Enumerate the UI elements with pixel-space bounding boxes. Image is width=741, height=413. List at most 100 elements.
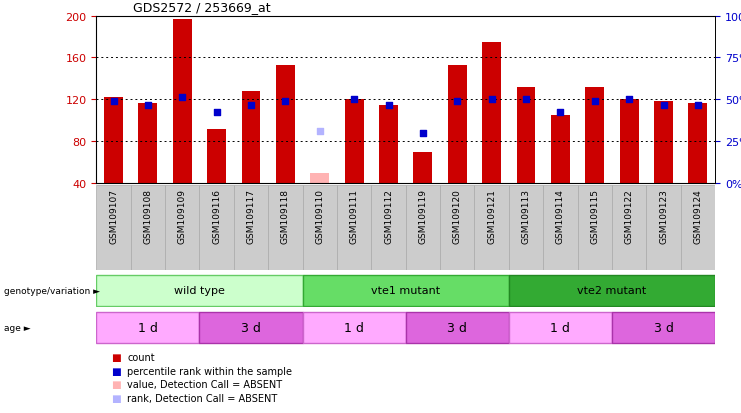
- Bar: [654, 102, 673, 184]
- Text: GSM109114: GSM109114: [556, 188, 565, 243]
- Text: GSM109108: GSM109108: [144, 188, 153, 243]
- Point: [520, 97, 532, 104]
- Text: value, Detection Call = ABSENT: value, Detection Call = ABSENT: [127, 380, 282, 389]
- Bar: [302, 312, 406, 344]
- Bar: [345, 100, 364, 184]
- Bar: [509, 275, 715, 306]
- Point: [314, 128, 326, 135]
- Text: 3 d: 3 d: [241, 321, 261, 335]
- Text: percentile rank within the sample: percentile rank within the sample: [127, 366, 293, 376]
- Point: [245, 102, 257, 109]
- Point: [657, 102, 669, 109]
- Bar: [482, 43, 501, 184]
- Text: age ►: age ►: [4, 323, 30, 332]
- Text: genotype/variation ►: genotype/variation ►: [4, 286, 100, 295]
- Text: ■: ■: [111, 352, 121, 362]
- Text: GSM109109: GSM109109: [178, 188, 187, 243]
- Point: [279, 99, 291, 106]
- Point: [176, 95, 188, 101]
- Bar: [612, 312, 715, 344]
- Point: [485, 97, 497, 104]
- Bar: [516, 88, 536, 184]
- Bar: [199, 186, 234, 271]
- Text: GSM109124: GSM109124: [694, 188, 702, 243]
- Text: GSM109115: GSM109115: [591, 188, 599, 243]
- Text: vte1 mutant: vte1 mutant: [371, 286, 440, 296]
- Text: rank, Detection Call = ABSENT: rank, Detection Call = ABSENT: [127, 393, 278, 403]
- Bar: [379, 105, 398, 184]
- Bar: [276, 66, 295, 184]
- Bar: [302, 275, 509, 306]
- Text: 1 d: 1 d: [138, 321, 158, 335]
- Point: [692, 102, 704, 109]
- Text: GSM109111: GSM109111: [350, 188, 359, 243]
- Text: GSM109107: GSM109107: [109, 188, 118, 243]
- Bar: [139, 103, 157, 184]
- Bar: [551, 116, 570, 184]
- Text: count: count: [127, 352, 155, 362]
- Bar: [612, 186, 646, 271]
- Point: [554, 109, 566, 116]
- Text: GSM109123: GSM109123: [659, 188, 668, 243]
- Text: wild type: wild type: [174, 286, 225, 296]
- Text: GSM109122: GSM109122: [625, 188, 634, 243]
- Bar: [646, 186, 681, 271]
- Bar: [96, 275, 302, 306]
- Bar: [302, 186, 337, 271]
- Bar: [130, 186, 165, 271]
- Text: GSM109117: GSM109117: [247, 188, 256, 243]
- Text: GSM109120: GSM109120: [453, 188, 462, 243]
- Text: GSM109119: GSM109119: [419, 188, 428, 243]
- Bar: [509, 186, 543, 271]
- Point: [107, 99, 119, 106]
- Bar: [268, 186, 302, 271]
- Text: 1 d: 1 d: [551, 321, 571, 335]
- Bar: [371, 186, 406, 271]
- Text: GSM109112: GSM109112: [384, 188, 393, 243]
- Bar: [234, 186, 268, 271]
- Point: [382, 102, 394, 109]
- Bar: [577, 186, 612, 271]
- Bar: [448, 66, 467, 184]
- Bar: [681, 186, 715, 271]
- Bar: [585, 88, 604, 184]
- Text: ■: ■: [111, 393, 121, 403]
- Bar: [310, 173, 329, 184]
- Point: [348, 97, 360, 104]
- Text: GDS2572 / 253669_at: GDS2572 / 253669_at: [133, 2, 271, 14]
- Text: ■: ■: [111, 366, 121, 376]
- Bar: [173, 20, 192, 184]
- Bar: [509, 312, 612, 344]
- Bar: [242, 92, 261, 184]
- Bar: [337, 186, 371, 271]
- Bar: [474, 186, 509, 271]
- Bar: [405, 312, 509, 344]
- Point: [623, 97, 635, 104]
- Text: GSM109118: GSM109118: [281, 188, 290, 243]
- Text: GSM109116: GSM109116: [212, 188, 221, 243]
- Point: [417, 131, 429, 137]
- Bar: [96, 186, 130, 271]
- Bar: [199, 312, 302, 344]
- Bar: [413, 152, 432, 184]
- Bar: [440, 186, 474, 271]
- Text: 3 d: 3 d: [654, 321, 674, 335]
- Point: [451, 99, 463, 106]
- Text: ■: ■: [111, 380, 121, 389]
- Text: 1 d: 1 d: [345, 321, 364, 335]
- Bar: [165, 186, 199, 271]
- Bar: [543, 186, 577, 271]
- Text: GSM109110: GSM109110: [315, 188, 325, 243]
- Bar: [104, 98, 123, 184]
- Bar: [405, 186, 440, 271]
- Bar: [688, 103, 708, 184]
- Text: 3 d: 3 d: [448, 321, 467, 335]
- Bar: [96, 312, 199, 344]
- Bar: [207, 129, 226, 184]
- Text: GSM109113: GSM109113: [522, 188, 531, 243]
- Text: vte2 mutant: vte2 mutant: [577, 286, 647, 296]
- Point: [589, 99, 601, 106]
- Point: [142, 102, 154, 109]
- Text: GSM109121: GSM109121: [487, 188, 496, 243]
- Point: [210, 109, 222, 116]
